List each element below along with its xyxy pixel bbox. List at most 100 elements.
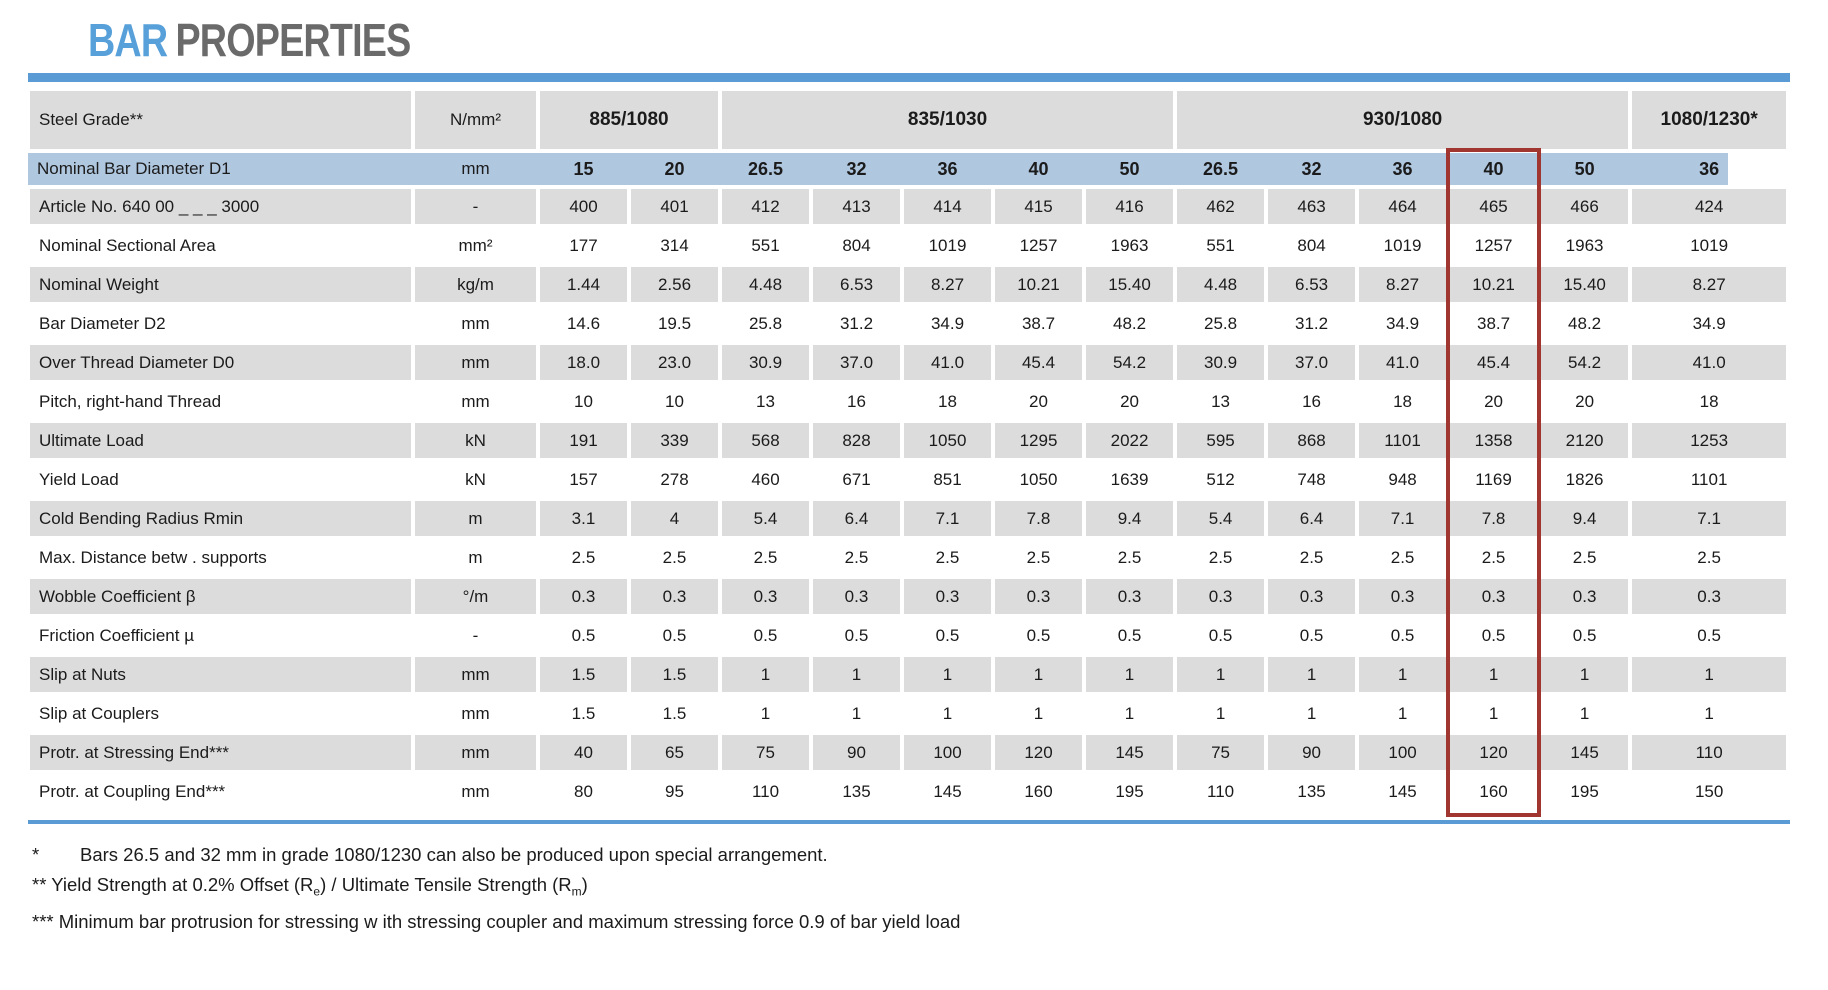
- diameter-cell: 36: [1630, 151, 1789, 187]
- table-cell: 1: [1266, 694, 1358, 733]
- table-cell: 671: [811, 460, 902, 499]
- table-cell: 0.5: [993, 616, 1084, 655]
- diameter-cell: 36: [902, 151, 993, 187]
- table-cell: 1019: [1630, 226, 1789, 265]
- table-cell: 100: [902, 733, 993, 772]
- table-cell: 0.3: [902, 577, 993, 616]
- steel-grade-header: Steel Grade**: [28, 89, 413, 151]
- table-cell: 339: [629, 421, 720, 460]
- table-cell: 1101: [1630, 460, 1789, 499]
- table-cell: 1.5: [629, 694, 720, 733]
- table-cell: 45.4: [1448, 343, 1540, 382]
- table-cell: 34.9: [1630, 304, 1789, 343]
- table-cell: 31.2: [811, 304, 902, 343]
- table-row: Pitch, right-hand Thread mm 10 10 13 16 18 20 20…: [28, 382, 1789, 421]
- table-cell: 41.0: [1357, 343, 1449, 382]
- table-cell: 135: [1266, 772, 1358, 811]
- table-cell: 2.5: [1084, 538, 1176, 577]
- row-label: Slip at Nuts: [28, 655, 413, 694]
- table-cell: 1: [1448, 655, 1540, 694]
- table-cell: 13: [1175, 382, 1267, 421]
- table-cell: 95: [629, 772, 720, 811]
- table-cell: 4.48: [720, 265, 811, 304]
- table-cell: 10: [538, 382, 629, 421]
- grade-group-header: 885/1080: [538, 89, 720, 151]
- unit-cell: -: [413, 187, 538, 226]
- table-cell: 463: [1266, 187, 1358, 226]
- table-cell: 1: [1266, 655, 1358, 694]
- table-cell: 1257: [993, 226, 1084, 265]
- table-cell: 1963: [1084, 226, 1176, 265]
- row-label: Nominal Bar Diameter D1: [28, 151, 413, 187]
- table-cell: 1: [1539, 655, 1631, 694]
- table-cell: 2.5: [1357, 538, 1449, 577]
- table-cell: 828: [811, 421, 902, 460]
- table-cell: 1.5: [538, 694, 629, 733]
- table-cell: 120: [993, 733, 1084, 772]
- footnote-2-text-mid: ) / Ultimate Tensile Strength (R: [320, 874, 572, 895]
- table-cell: 804: [1266, 226, 1358, 265]
- table-cell: 0.5: [1175, 616, 1267, 655]
- table-cell: 568: [720, 421, 811, 460]
- table-cell: 0.3: [1539, 577, 1631, 616]
- table-cell: 145: [902, 772, 993, 811]
- table-cell: 948: [1357, 460, 1449, 499]
- table-cell: 48.2: [1539, 304, 1631, 343]
- unit-cell: kg/m: [413, 265, 538, 304]
- table-cell: 195: [1084, 772, 1176, 811]
- table-cell: 16: [1266, 382, 1358, 421]
- table-cell: 15.40: [1539, 265, 1631, 304]
- table-cell: 150: [1630, 772, 1789, 811]
- table-row: Friction Coefficient µ -0.5 0.5 0.5 0.5 0.5 0.…: [28, 616, 1789, 655]
- table-cell: 2.5: [720, 538, 811, 577]
- table-cell: 1: [1175, 655, 1267, 694]
- table-cell: 75: [720, 733, 811, 772]
- table-cell: 23.0: [629, 343, 720, 382]
- table-row: Nominal Sectional Area mm² 177 314 551 804 101…: [28, 226, 1789, 265]
- row-label: Friction Coefficient µ: [28, 616, 413, 655]
- table-cell: 10.21: [993, 265, 1084, 304]
- diameter-cell: 36: [1357, 151, 1449, 187]
- table-cell: 1101: [1357, 421, 1449, 460]
- table-cell: 0.5: [1357, 616, 1449, 655]
- table-cell: 10: [629, 382, 720, 421]
- table-cell: 20: [993, 382, 1084, 421]
- table-cell: 8.27: [902, 265, 993, 304]
- row-label: Over Thread Diameter D0: [28, 343, 413, 382]
- table-cell: 1: [1175, 694, 1267, 733]
- table-cell: 14.6: [538, 304, 629, 343]
- table-cell: 0.3: [1266, 577, 1358, 616]
- table-cell: 0.3: [1084, 577, 1176, 616]
- table-cell: 2.5: [538, 538, 629, 577]
- table-cell: 30.9: [720, 343, 811, 382]
- row-label: Wobble Coefficient β: [28, 577, 413, 616]
- table-cell: 851: [902, 460, 993, 499]
- table-cell: 1169: [1448, 460, 1540, 499]
- table-cell: 1: [1084, 694, 1176, 733]
- table-cell: 25.8: [720, 304, 811, 343]
- table-cell: 38.7: [1448, 304, 1540, 343]
- table-cell: 1963: [1539, 226, 1631, 265]
- table-cell: 8.27: [1357, 265, 1449, 304]
- table-cell: 551: [1175, 226, 1267, 265]
- table-cell: 1: [1539, 694, 1631, 733]
- table-cell: 54.2: [1539, 343, 1631, 382]
- unit-cell: mm: [413, 304, 538, 343]
- diameter-cell: 26.5: [1175, 151, 1267, 187]
- table-cell: 0.5: [1539, 616, 1631, 655]
- table-row: Protr. at Stressing End*** mm 40 65 75 90 100 1…: [28, 733, 1789, 772]
- diameter-cell: 50: [1084, 151, 1176, 187]
- footnote-1-marker: *: [32, 844, 40, 865]
- diameter-cell: 40: [993, 151, 1084, 187]
- table-cell: 13: [720, 382, 811, 421]
- grade-group-header: 930/1080: [1175, 89, 1631, 151]
- table-cell: 1: [1357, 655, 1449, 694]
- table-cell: 110: [720, 772, 811, 811]
- table-cell: 9.4: [1539, 499, 1631, 538]
- table-row: Yield Load kN 157 278 460 671 851 1050 1639 512 74…: [28, 460, 1789, 499]
- table-cell: 90: [1266, 733, 1358, 772]
- table-cell: 7.1: [1357, 499, 1449, 538]
- table-cell: 2.5: [1448, 538, 1540, 577]
- table-row: Protr. at Coupling End*** mm 80 95 110 135 145…: [28, 772, 1789, 811]
- footnote-2-subscript-m: m: [571, 884, 582, 899]
